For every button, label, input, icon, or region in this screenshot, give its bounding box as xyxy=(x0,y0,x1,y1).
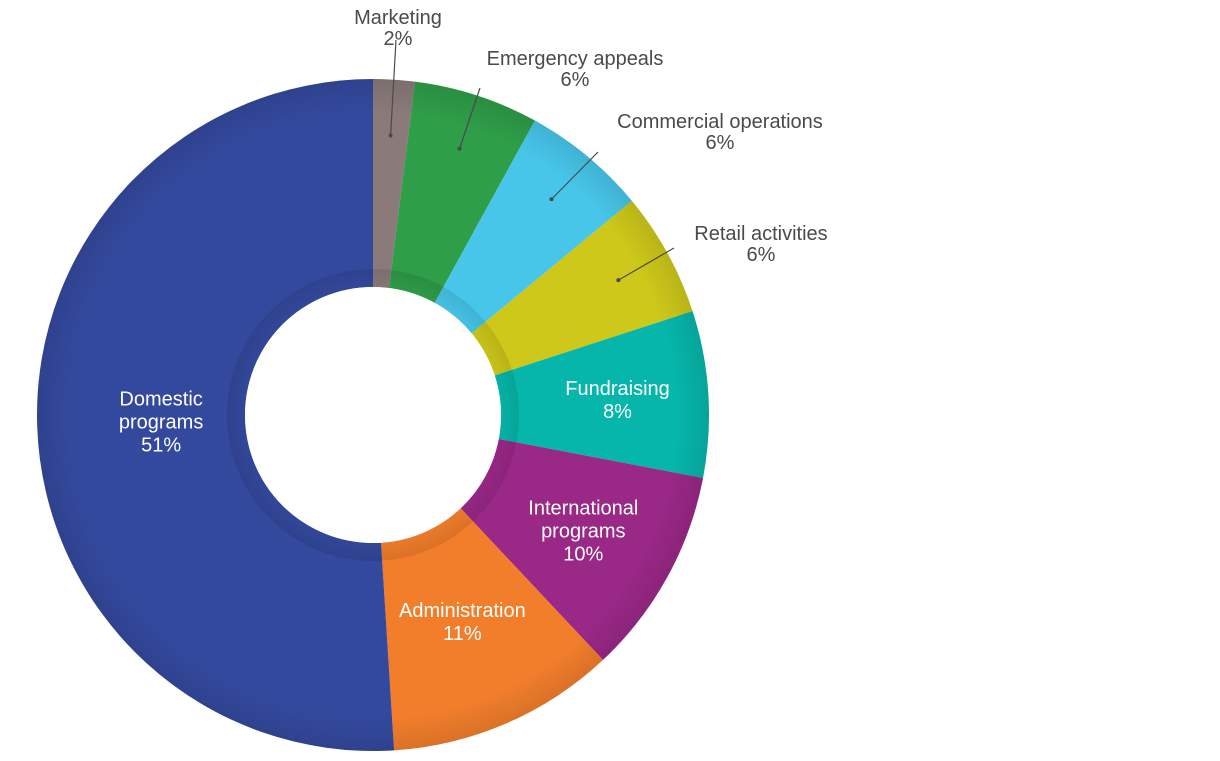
leader-dot-commercial-operations xyxy=(549,197,554,202)
shade-layer xyxy=(37,79,709,751)
leader-dot-retail-activities xyxy=(616,278,621,283)
slice-percent-administration: 11% xyxy=(443,623,482,645)
slice-label-retail-activities: Retail activities xyxy=(694,223,827,245)
leader-dot-marketing xyxy=(388,133,393,138)
leader-line-retail-activities xyxy=(618,247,675,281)
slice-label-marketing: Marketing xyxy=(354,7,442,29)
slice-percent-fundraising: 8% xyxy=(603,401,632,423)
donut-hole xyxy=(245,287,501,543)
slice-label-commercial-operations: Commercial operations xyxy=(617,111,823,133)
slice-label-administration: Administration xyxy=(399,600,526,622)
slice-percent-international-programs: 10% xyxy=(563,544,603,566)
slice-label-domestic-programs-line-1: Domestic xyxy=(119,389,202,411)
slice-percent-retail-activities: 6% xyxy=(747,244,776,266)
slice-percent-commercial-operations: 6% xyxy=(706,132,735,154)
slice-percent-domestic-programs: 51% xyxy=(141,435,181,457)
slice-percent-marketing: 2% xyxy=(384,28,413,50)
slice-label-fundraising: Fundraising xyxy=(565,378,670,400)
slice-percent-emergency-appeals: 6% xyxy=(561,69,590,91)
slice-label-emergency-appeals: Emergency appeals xyxy=(487,48,664,70)
slice-label-international-programs-line-1: International xyxy=(528,498,638,520)
leader-dot-emergency-appeals xyxy=(457,146,462,151)
slice-label-domestic-programs-line-2: programs xyxy=(119,412,203,434)
slice-label-international-programs-line-2: programs xyxy=(541,521,625,543)
leader-line-marketing xyxy=(389,39,397,136)
leader-line-emergency-appeals xyxy=(458,87,481,149)
leader-line-commercial-operations xyxy=(551,151,599,200)
